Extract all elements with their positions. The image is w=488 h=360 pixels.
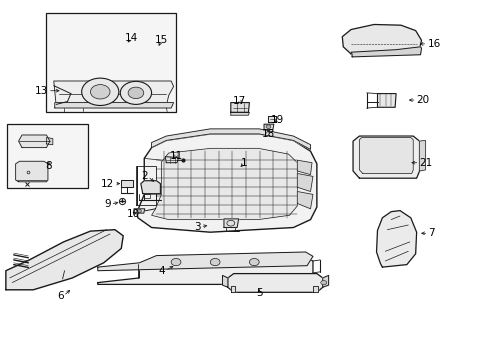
Polygon shape bbox=[322, 275, 328, 287]
Polygon shape bbox=[352, 136, 419, 178]
Polygon shape bbox=[151, 148, 297, 220]
Text: 1: 1 bbox=[241, 158, 247, 168]
Text: 12: 12 bbox=[101, 179, 114, 189]
Polygon shape bbox=[267, 116, 276, 122]
Text: 18: 18 bbox=[261, 129, 274, 139]
Polygon shape bbox=[419, 140, 425, 171]
Polygon shape bbox=[297, 192, 312, 209]
Text: 20: 20 bbox=[416, 95, 429, 105]
Text: 19: 19 bbox=[270, 114, 284, 125]
Text: 13: 13 bbox=[35, 86, 48, 96]
Text: 6: 6 bbox=[57, 291, 63, 301]
Polygon shape bbox=[151, 129, 310, 149]
Polygon shape bbox=[46, 138, 53, 145]
Text: 8: 8 bbox=[45, 161, 52, 171]
Polygon shape bbox=[230, 286, 234, 292]
Text: 14: 14 bbox=[124, 33, 138, 43]
Polygon shape bbox=[297, 160, 311, 175]
Polygon shape bbox=[350, 47, 421, 57]
Polygon shape bbox=[359, 138, 412, 174]
Polygon shape bbox=[19, 135, 50, 148]
Text: 16: 16 bbox=[427, 39, 440, 49]
Polygon shape bbox=[377, 94, 395, 107]
Circle shape bbox=[320, 280, 326, 285]
Polygon shape bbox=[224, 219, 238, 228]
Polygon shape bbox=[376, 211, 416, 267]
Text: 21: 21 bbox=[419, 158, 432, 168]
Polygon shape bbox=[264, 124, 273, 130]
Bar bbox=[46, 13, 176, 112]
Circle shape bbox=[249, 258, 259, 266]
Text: 3: 3 bbox=[193, 222, 200, 232]
Polygon shape bbox=[121, 180, 133, 187]
Polygon shape bbox=[6, 230, 123, 290]
Text: 7: 7 bbox=[427, 228, 434, 238]
Text: 17: 17 bbox=[232, 96, 246, 106]
Circle shape bbox=[171, 258, 181, 266]
Text: 11: 11 bbox=[169, 150, 183, 161]
Bar bbox=[7, 124, 88, 188]
Polygon shape bbox=[55, 103, 173, 108]
Polygon shape bbox=[227, 274, 322, 292]
Circle shape bbox=[81, 78, 119, 105]
Polygon shape bbox=[98, 257, 312, 284]
Polygon shape bbox=[16, 161, 48, 182]
Circle shape bbox=[210, 258, 220, 266]
Polygon shape bbox=[165, 157, 178, 163]
Polygon shape bbox=[230, 103, 249, 112]
Text: 10: 10 bbox=[126, 209, 139, 219]
Text: 4: 4 bbox=[158, 266, 165, 276]
Text: 15: 15 bbox=[154, 35, 168, 45]
Circle shape bbox=[120, 81, 151, 104]
Polygon shape bbox=[141, 181, 160, 194]
Circle shape bbox=[128, 87, 143, 99]
Text: 5: 5 bbox=[255, 288, 262, 298]
Polygon shape bbox=[297, 174, 312, 192]
Polygon shape bbox=[54, 81, 173, 106]
Circle shape bbox=[136, 209, 141, 213]
Polygon shape bbox=[98, 252, 312, 271]
Polygon shape bbox=[342, 24, 421, 54]
Polygon shape bbox=[134, 209, 144, 213]
Text: 2: 2 bbox=[141, 171, 147, 181]
Polygon shape bbox=[222, 275, 227, 287]
Text: 9: 9 bbox=[103, 199, 110, 210]
Polygon shape bbox=[230, 112, 249, 115]
Circle shape bbox=[90, 85, 110, 99]
Polygon shape bbox=[137, 134, 316, 232]
Bar bbox=[144, 194, 150, 198]
Circle shape bbox=[265, 125, 270, 129]
Polygon shape bbox=[312, 286, 317, 292]
